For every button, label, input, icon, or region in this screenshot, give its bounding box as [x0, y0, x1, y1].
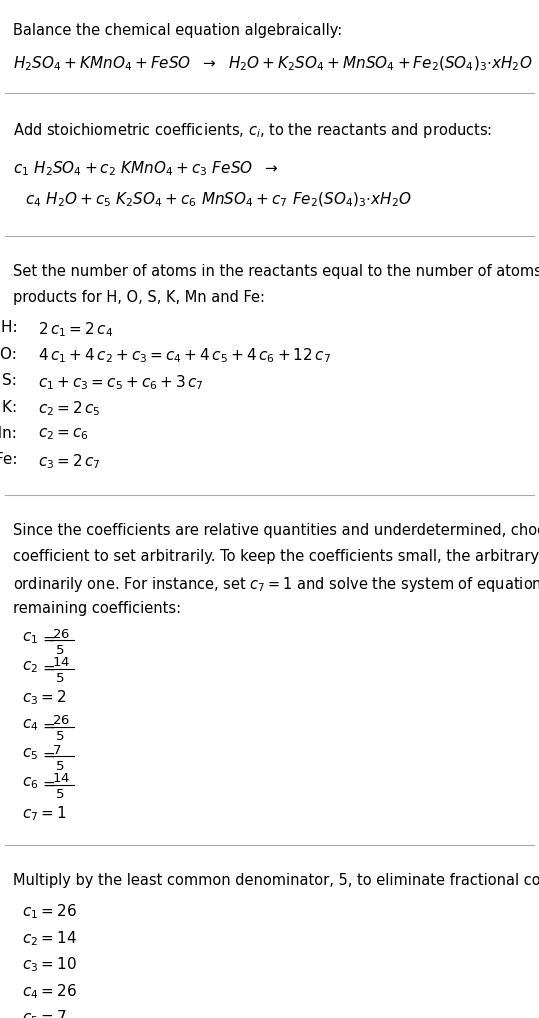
Text: $c_7 = 1$: $c_7 = 1$ — [22, 804, 67, 824]
Text: $14$: $14$ — [52, 657, 70, 670]
Text: products for H, O, S, K, Mn and Fe:: products for H, O, S, K, Mn and Fe: — [13, 290, 265, 305]
Text: Fe:: Fe: — [0, 452, 22, 467]
Text: $c_1$: $c_1$ — [22, 630, 38, 646]
Text: $=$: $=$ — [40, 746, 56, 761]
Text: $=$: $=$ — [40, 718, 56, 733]
Text: $7$: $7$ — [52, 743, 61, 756]
Text: Mn:: Mn: — [0, 426, 22, 441]
Text: Multiply by the least common denominator, 5, to eliminate fractional coefficient: Multiply by the least common denominator… — [13, 872, 539, 888]
Text: K:: K: — [2, 399, 22, 414]
Text: O:: O: — [0, 346, 22, 361]
Text: $c_2 = c_6$: $c_2 = c_6$ — [38, 426, 89, 442]
Text: $14$: $14$ — [52, 773, 70, 786]
Text: $c_1 = 26$: $c_1 = 26$ — [22, 903, 77, 921]
Text: $H_2SO_4 + KMnO_4 + FeSO$  $\rightarrow$  $H_2O + K_2SO_4 + MnSO_4 + Fe_2(SO_4)_: $H_2SO_4 + KMnO_4 + FeSO$ $\rightarrow$ … — [13, 55, 533, 73]
Text: $c_4 = 26$: $c_4 = 26$ — [22, 982, 77, 1001]
Text: $5$: $5$ — [55, 731, 64, 743]
Text: S:: S: — [2, 373, 22, 388]
Text: $c_2$: $c_2$ — [22, 660, 38, 675]
Text: $c_2 = 2\,c_5$: $c_2 = 2\,c_5$ — [38, 399, 101, 418]
Text: $5$: $5$ — [55, 759, 64, 773]
Text: $c_2 = 14$: $c_2 = 14$ — [22, 929, 77, 948]
Text: $5$: $5$ — [55, 673, 64, 685]
Text: $=$: $=$ — [40, 776, 56, 791]
Text: Add stoichiometric coefficients, $c_i$, to the reactants and products:: Add stoichiometric coefficients, $c_i$, … — [13, 121, 492, 140]
Text: $c_3 = 10$: $c_3 = 10$ — [22, 956, 77, 974]
Text: Since the coefficients are relative quantities and underdetermined, choose a: Since the coefficients are relative quan… — [13, 522, 539, 538]
Text: ordinarily one. For instance, set $c_7 = 1$ and solve the system of equations fo: ordinarily one. For instance, set $c_7 =… — [13, 574, 539, 593]
Text: Set the number of atoms in the reactants equal to the number of atoms in the: Set the number of atoms in the reactants… — [13, 264, 539, 279]
Text: H:: H: — [1, 320, 22, 335]
Text: $c_4\ H_2O + c_5\ K_2SO_4 + c_6\ MnSO_4 + c_7\ Fe_2(SO_4)_3{\cdot}xH_2O$: $c_4\ H_2O + c_5\ K_2SO_4 + c_6\ MnSO_4 … — [25, 191, 412, 210]
Text: $c_4$: $c_4$ — [22, 718, 38, 733]
Text: $5$: $5$ — [55, 643, 64, 657]
Text: $c_5$: $c_5$ — [22, 746, 38, 762]
Text: Balance the chemical equation algebraically:: Balance the chemical equation algebraica… — [13, 23, 342, 38]
Text: $4\,c_1 + 4\,c_2 + c_3 = c_4 + 4\,c_5 + 4\,c_6 + 12\,c_7$: $4\,c_1 + 4\,c_2 + c_3 = c_4 + 4\,c_5 + … — [38, 346, 331, 365]
Text: $26$: $26$ — [52, 715, 70, 728]
Text: $c_3 = 2\,c_7$: $c_3 = 2\,c_7$ — [38, 452, 101, 471]
Text: $c_6$: $c_6$ — [22, 776, 38, 791]
Text: $c_1 + c_3 = c_5 + c_6 + 3\,c_7$: $c_1 + c_3 = c_5 + c_6 + 3\,c_7$ — [38, 373, 204, 392]
Text: $=$: $=$ — [40, 660, 56, 675]
Text: $26$: $26$ — [52, 627, 70, 640]
Text: $c_3 = 2$: $c_3 = 2$ — [22, 688, 66, 708]
Text: $c_1\ H_2SO_4 + c_2\ KMnO_4 + c_3\ FeSO$  $\rightarrow$: $c_1\ H_2SO_4 + c_2\ KMnO_4 + c_3\ FeSO$… — [13, 159, 279, 178]
Text: $c_5 = 7$: $c_5 = 7$ — [22, 1009, 67, 1018]
Text: $5$: $5$ — [55, 789, 64, 801]
Text: remaining coefficients:: remaining coefficients: — [13, 601, 181, 616]
Text: $2\,c_1 = 2\,c_4$: $2\,c_1 = 2\,c_4$ — [38, 320, 113, 339]
Text: $=$: $=$ — [40, 630, 56, 645]
Text: coefficient to set arbitrarily. To keep the coefficients small, the arbitrary va: coefficient to set arbitrarily. To keep … — [13, 549, 539, 564]
